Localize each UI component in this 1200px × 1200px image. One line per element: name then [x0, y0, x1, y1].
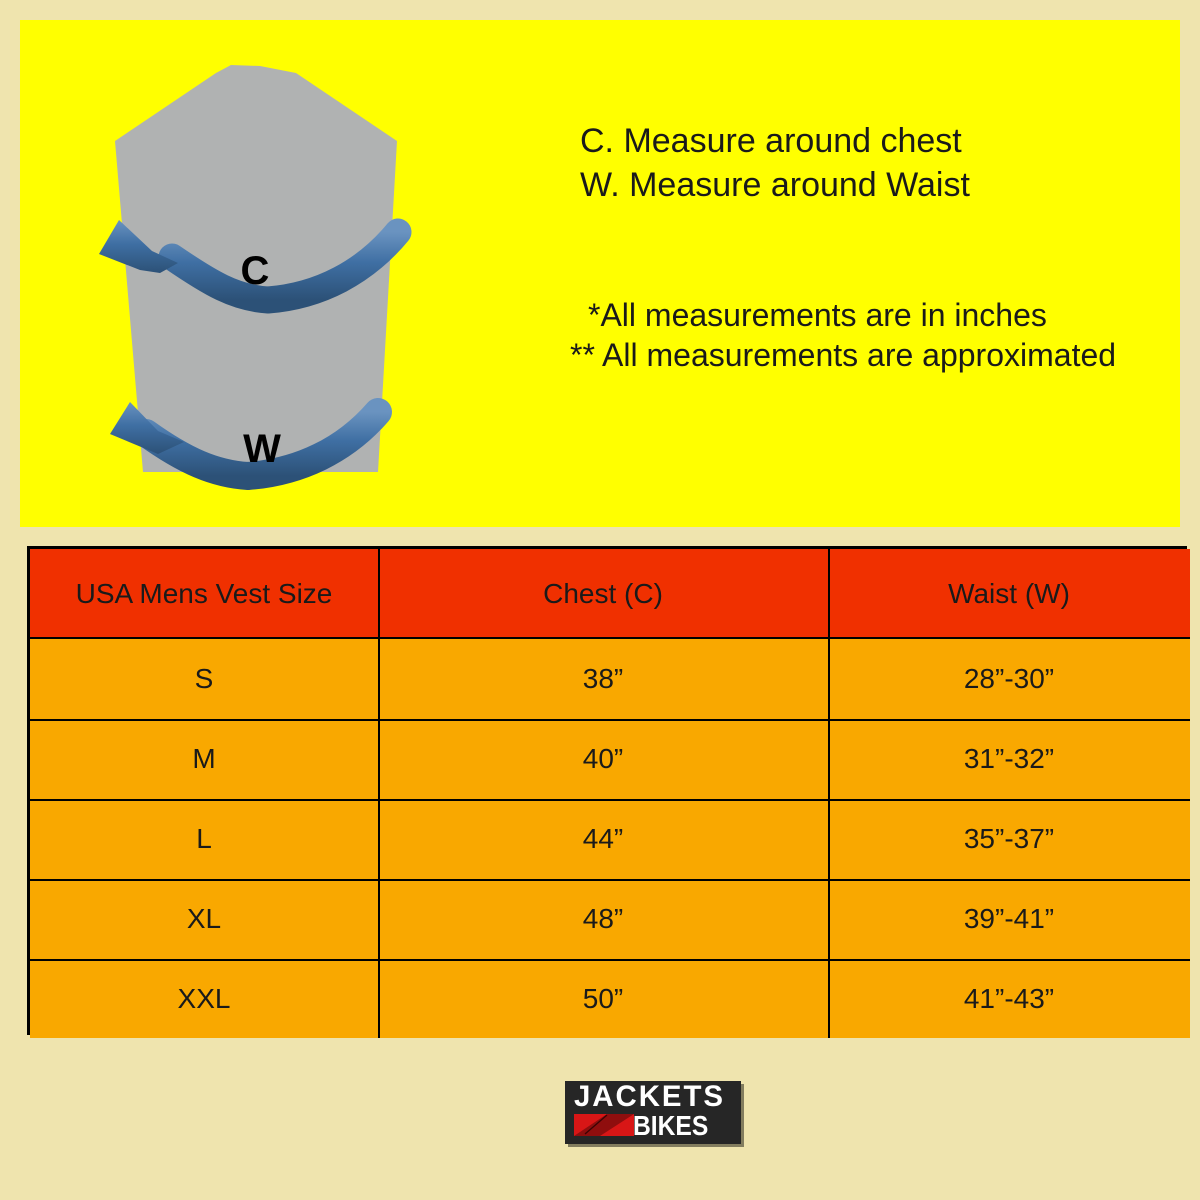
svg-text:C. Measure around chest: C. Measure around chest: [580, 122, 962, 160]
svg-text:W: W: [243, 427, 281, 471]
svg-text:** All measurements are approx: ** All measurements are approximated: [570, 337, 1116, 373]
svg-text:W. Measure around Waist: W. Measure around Waist: [580, 166, 970, 204]
svg-text:*All measurements are in inche: *All measurements are in inches: [588, 297, 1047, 333]
svg-text:C: C: [241, 249, 270, 293]
